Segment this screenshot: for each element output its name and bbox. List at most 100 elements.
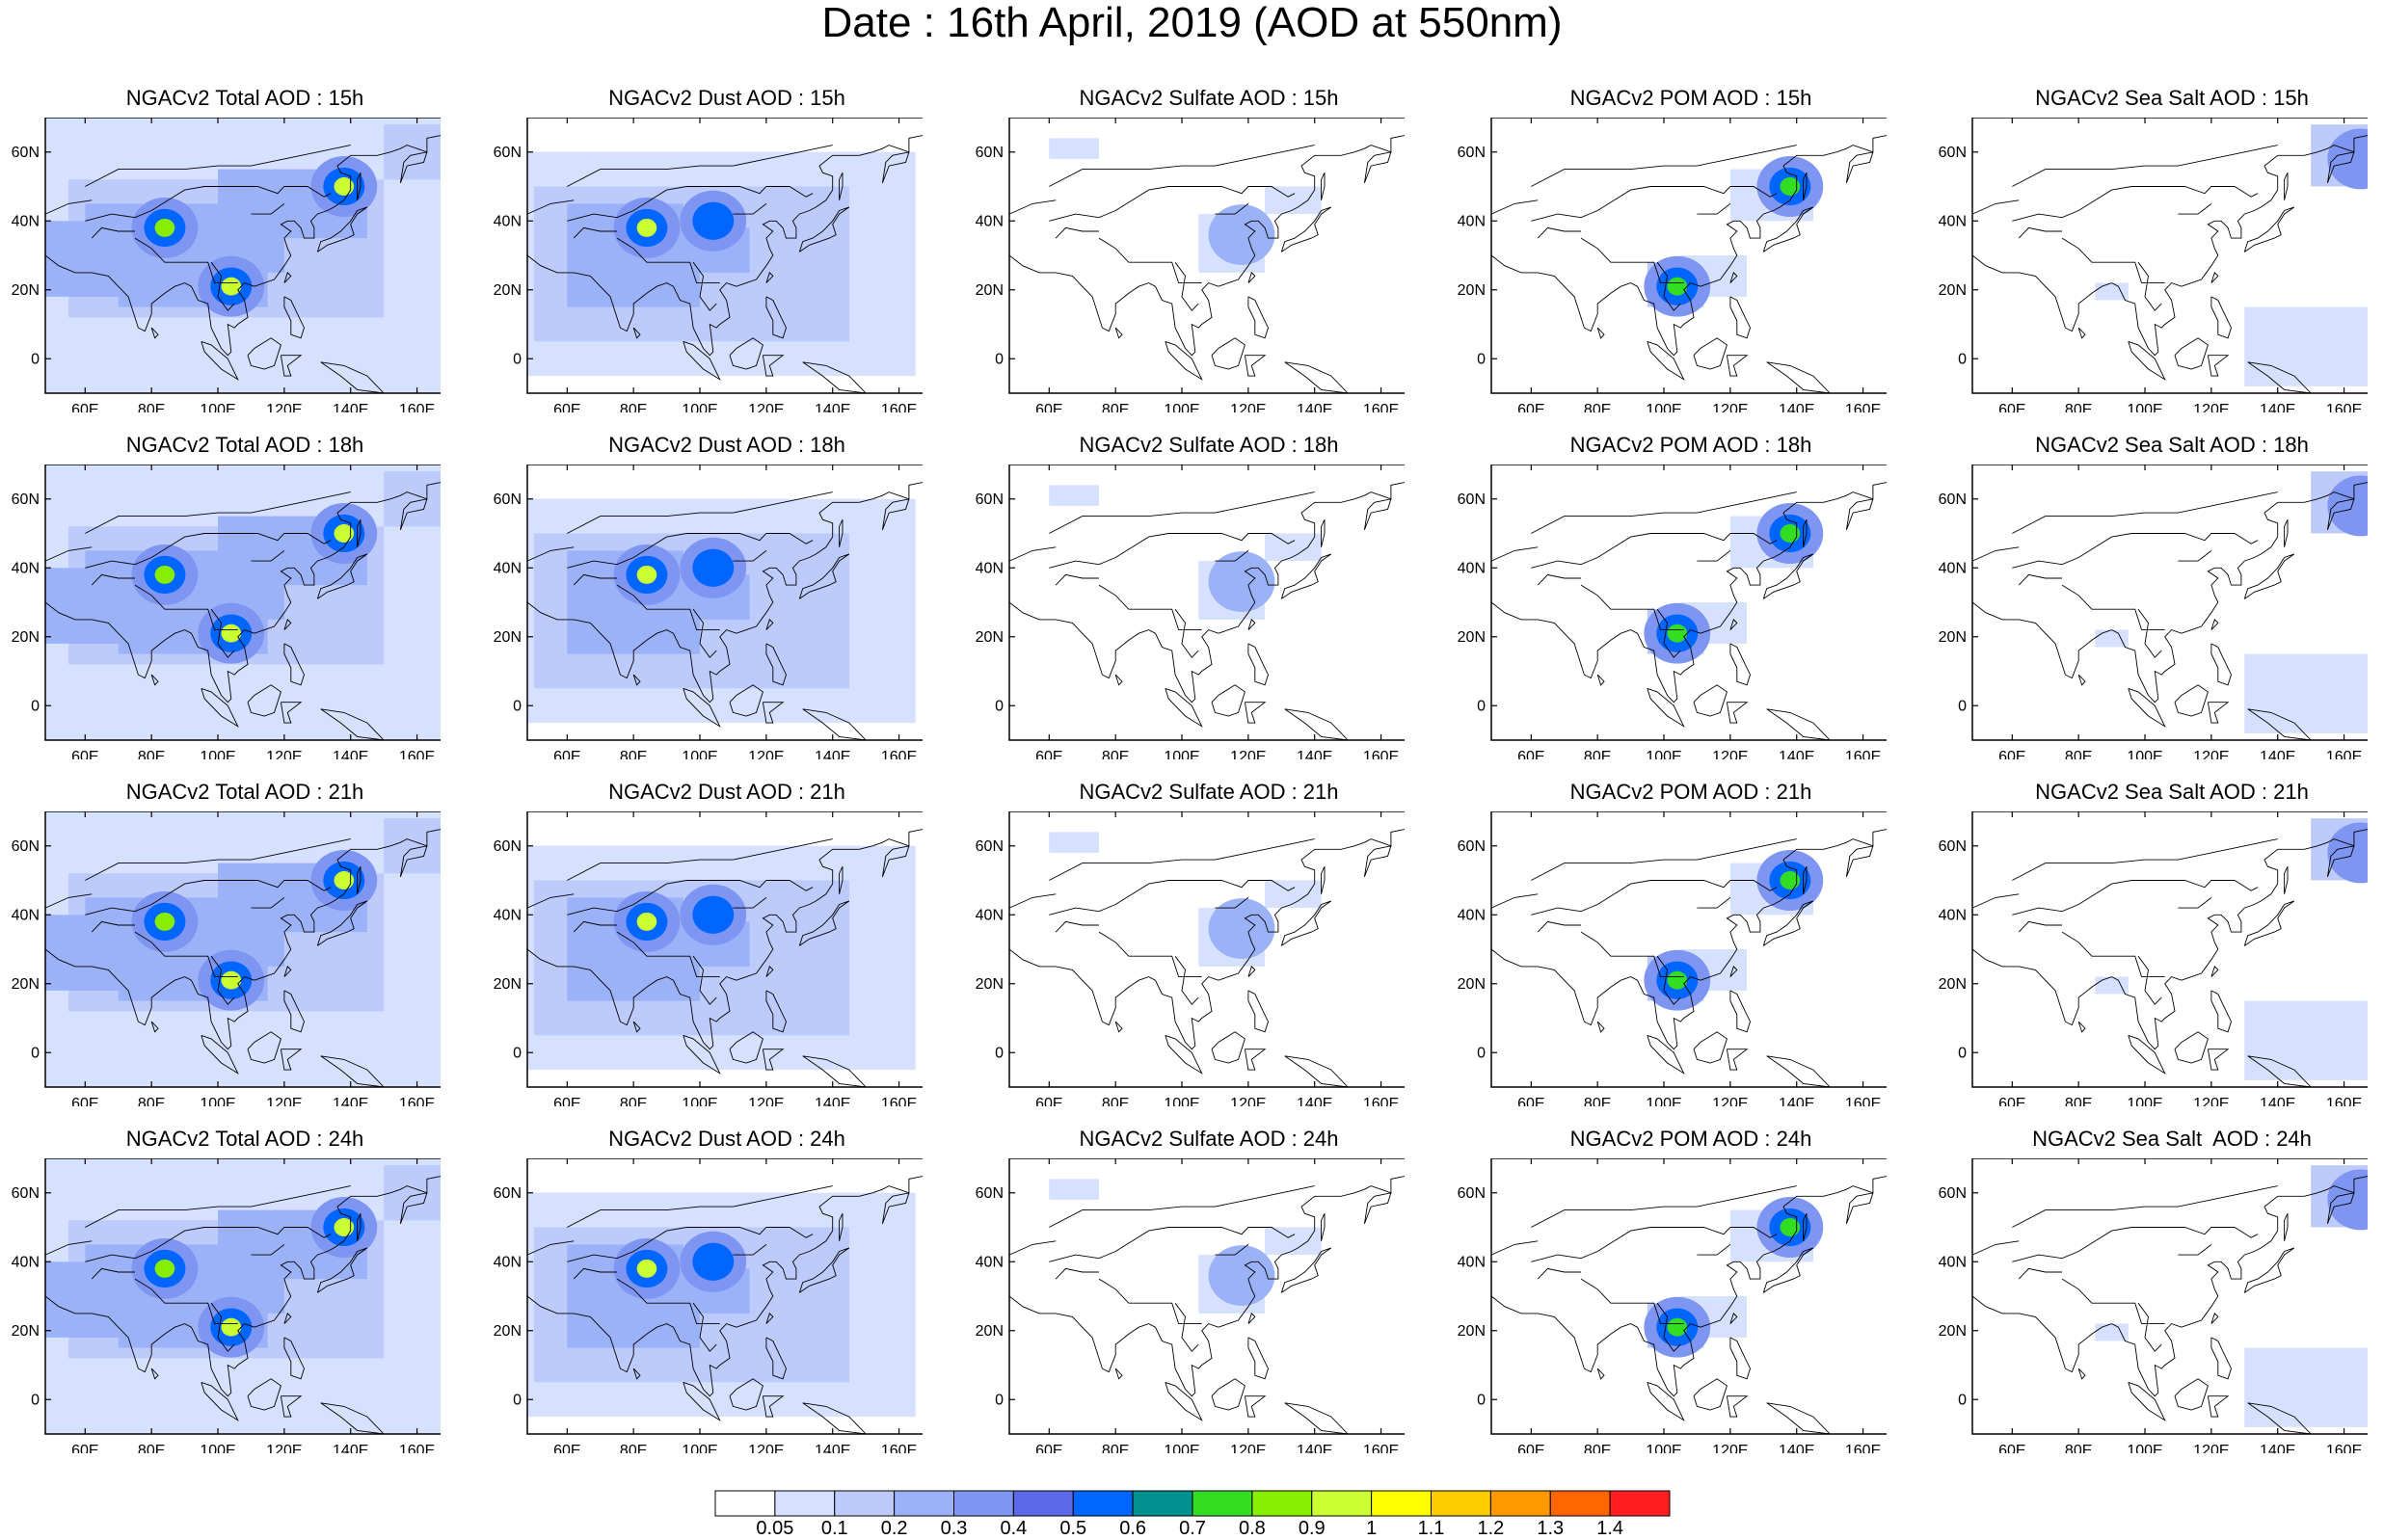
coastline <box>150 327 159 339</box>
coastline <box>134 931 238 978</box>
coastline <box>1244 355 1267 377</box>
colorbar-label: 0.8 <box>1238 1518 1266 1539</box>
coastline <box>2207 355 2230 377</box>
coastline <box>1726 702 1749 724</box>
x-tick-label: 100E <box>682 402 717 412</box>
aod-field <box>1049 485 1099 506</box>
coastline <box>1321 1213 1326 1241</box>
y-tick-label: 20N <box>1458 976 1486 993</box>
coastline <box>1284 1055 1350 1088</box>
coastline <box>399 845 428 878</box>
y-tick-label: 0 <box>513 698 522 714</box>
coastline <box>1247 990 1269 1033</box>
colorbar-swatch <box>1072 1490 1134 1517</box>
coastline <box>1531 491 1797 534</box>
x-tick-label: 120E <box>2193 402 2229 412</box>
coastline <box>2077 674 2086 686</box>
x-tick-label: 140E <box>1297 749 1332 759</box>
x-tick-label: 60E <box>1035 402 1062 412</box>
panel-title: NGACv2 Total AOD : 18h <box>125 433 364 457</box>
map-frame <box>1971 465 2368 741</box>
x-tick-label: 100E <box>200 749 235 759</box>
aod-field <box>384 471 441 527</box>
coastline <box>201 1381 239 1421</box>
coastline <box>1762 553 1814 599</box>
colorbar-swatch <box>834 1490 896 1517</box>
x-tick-label: 80E <box>1102 1443 1129 1453</box>
y-tick-label: 20N <box>494 629 522 646</box>
coastline <box>1971 546 2020 562</box>
x-tick-label: 100E <box>682 1443 717 1453</box>
coastline <box>1490 1176 1887 1397</box>
x-tick-label: 160E <box>399 1443 435 1453</box>
x-tick-label: 140E <box>815 1096 850 1106</box>
coastline <box>280 1049 303 1071</box>
coastline <box>316 900 368 946</box>
aod-map: 60E 80E 100E 120E 140E 160E 0 20N 40N 60N <box>976 811 1405 1106</box>
x-tick-label: 140E <box>333 749 368 759</box>
y-tick-label: 0 <box>513 351 522 367</box>
map-frame <box>1490 1158 1887 1435</box>
aod-hotspot <box>1231 226 1252 244</box>
x-tick-label: 120E <box>1230 749 1266 759</box>
coastline <box>1280 1247 1332 1293</box>
coastline <box>1971 1240 2020 1256</box>
coastline <box>1971 829 2368 1050</box>
coastline <box>283 643 305 686</box>
coastline <box>2326 845 2355 878</box>
coastline <box>2243 900 2295 946</box>
coastline <box>1008 829 1405 1050</box>
x-tick-label: 80E <box>138 402 165 412</box>
coastline <box>692 608 717 658</box>
x-tick-label: 60E <box>71 749 98 759</box>
x-tick-label: 60E <box>1998 749 2025 759</box>
y-tick-label: 20N <box>976 629 1004 646</box>
coastline <box>1244 1395 1267 1418</box>
coastline <box>2061 584 2165 631</box>
y-tick-label: 60N <box>1939 145 1967 161</box>
coastline <box>2210 619 2219 630</box>
coastline <box>85 1185 351 1228</box>
aod-hotspot <box>1780 1218 1801 1236</box>
map-panel: NGACv2 Sea Salt AOD : 15h 60E 80E 100E 120E 1… <box>1929 87 2368 414</box>
coastline <box>839 866 844 894</box>
coastline <box>881 1192 910 1225</box>
coastline <box>1490 546 1539 562</box>
panel-title: NGACv2 Total AOD : 15h <box>125 86 364 110</box>
aod-hotspot <box>1231 1266 1252 1285</box>
coastline <box>1531 186 1778 222</box>
x-tick-label: 60E <box>1517 1096 1544 1106</box>
coastline <box>1280 553 1332 599</box>
coastline <box>1656 955 1681 1005</box>
coastline <box>632 674 641 686</box>
aod-field <box>2244 1347 2368 1427</box>
coastline <box>85 145 351 187</box>
y-tick-label: 40N <box>1458 213 1486 229</box>
coastline <box>1580 1278 1684 1325</box>
coastline <box>1363 845 1392 878</box>
aod-map: 60E 80E 100E 120E 140E 160E 0 20N 40N 60N <box>1939 1158 2368 1453</box>
coastline <box>2018 920 2062 933</box>
map-panel: NGACv2 Dust AOD : 15h 60E 80E 100E 120E 140E 1… <box>484 87 923 414</box>
coastline <box>201 1034 239 1075</box>
coastline <box>1762 206 1814 252</box>
coastline <box>85 533 332 569</box>
coastline <box>1008 135 1405 357</box>
coastline <box>1726 1049 1749 1071</box>
y-tick-label: 20N <box>1939 1323 1967 1340</box>
y-tick-label: 0 <box>1477 1045 1486 1061</box>
x-tick-label: 140E <box>815 749 850 759</box>
coastline <box>526 893 575 909</box>
colorbar-swatch <box>1371 1490 1432 1517</box>
coastline <box>765 990 787 1033</box>
y-tick-label: 60N <box>494 1185 522 1202</box>
coastline <box>399 151 428 184</box>
coastline <box>1845 1192 1874 1225</box>
coastline <box>1971 1176 2368 1397</box>
coastline <box>2018 1267 2062 1280</box>
coastline <box>733 897 767 909</box>
coastline <box>762 1049 785 1071</box>
coastline <box>1321 173 1326 200</box>
y-tick-label: 20N <box>1939 976 1967 993</box>
coastline <box>839 1213 844 1241</box>
